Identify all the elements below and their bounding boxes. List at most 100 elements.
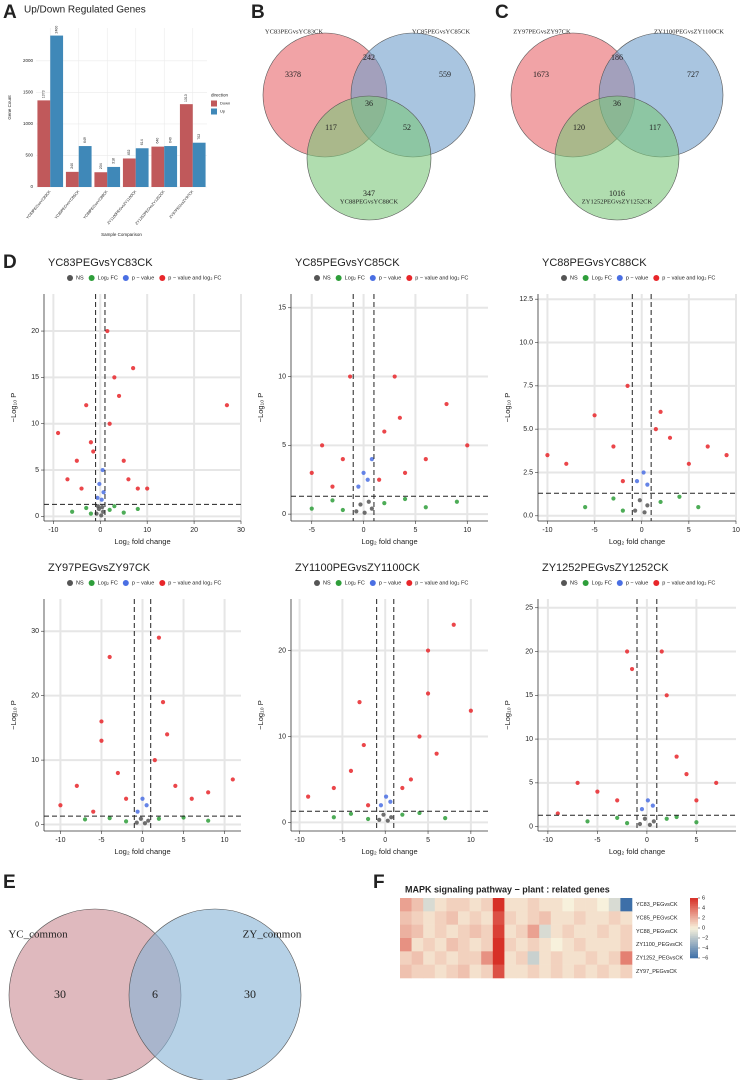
legend-marker — [561, 275, 567, 281]
point — [642, 510, 647, 515]
colorbar-segment — [690, 954, 698, 957]
heatmap-cell — [400, 951, 412, 965]
x-tick-label: 0 — [362, 527, 366, 534]
point — [381, 812, 386, 817]
heatmap-cell — [527, 898, 540, 912]
colorbar-segment — [690, 916, 698, 919]
y-tick-label: 5 — [529, 780, 533, 787]
heatmap-cell — [458, 951, 470, 965]
heatmap-cell — [492, 964, 505, 979]
heatmap-cell — [527, 938, 540, 952]
heatmap-cell — [597, 924, 610, 939]
point — [101, 490, 106, 495]
colorbar-segment — [690, 956, 698, 959]
legend-marker — [159, 580, 166, 586]
bar — [151, 146, 165, 187]
heatmap-cell — [539, 924, 552, 939]
point — [659, 649, 664, 654]
heatmap-cell — [516, 924, 528, 939]
legend-marker — [653, 580, 660, 586]
point — [637, 821, 643, 827]
bar — [164, 146, 178, 187]
colorbar-segment — [690, 914, 698, 917]
point — [366, 499, 371, 504]
point — [100, 505, 105, 510]
point — [95, 504, 101, 509]
colorbar-label: −6 — [702, 955, 708, 961]
point — [425, 691, 431, 696]
heatmap-cell — [608, 911, 621, 925]
venn-set — [306, 95, 432, 221]
point — [664, 816, 669, 821]
value-label: 640 — [156, 138, 160, 144]
region-count: 559 — [439, 70, 451, 79]
bar — [135, 148, 149, 187]
colorbar-segment — [690, 938, 698, 941]
colorbar-segment — [690, 898, 698, 901]
point — [625, 649, 630, 654]
legend-swatch — [211, 100, 217, 107]
point — [694, 820, 699, 825]
point — [107, 421, 112, 426]
y-tick-label: 15 — [525, 692, 533, 699]
legend-label: NS — [570, 275, 578, 281]
x-tick-label: 10 — [463, 527, 471, 534]
colorbar-segment — [690, 928, 698, 931]
chart-title: YC85PEGvsYC85CK — [295, 257, 400, 269]
heatmap-cell — [469, 951, 482, 965]
legend-marker — [406, 580, 413, 586]
heatmap-cell — [562, 911, 575, 925]
point — [639, 807, 645, 812]
point — [369, 506, 374, 511]
point — [97, 481, 102, 487]
point — [555, 811, 560, 816]
heatmap-cell — [620, 924, 633, 939]
region-count: 120 — [573, 123, 585, 132]
x-tick-label: 10 — [143, 527, 151, 534]
heatmap-cell — [492, 924, 505, 939]
x-tick-label: -10 — [55, 837, 65, 844]
x-tick-label: 5 — [426, 837, 430, 844]
point — [611, 444, 616, 449]
x-tick-label: 10 — [467, 837, 475, 844]
heatmap-cell — [539, 911, 552, 925]
heatmap-cell — [458, 938, 470, 952]
colorbar-segment — [690, 918, 698, 921]
chart-title: ZY1252PEGvsZY1252CK — [542, 562, 669, 574]
point — [664, 693, 669, 698]
y-tick-label: 0 — [30, 184, 33, 189]
heatmap-cell — [620, 911, 633, 925]
value-label: 649 — [169, 137, 173, 143]
point — [611, 496, 616, 501]
heatmap-cell — [434, 938, 447, 952]
colorbar-segment — [690, 924, 698, 927]
heatmap-cell — [585, 924, 598, 939]
value-label: 649 — [83, 137, 87, 143]
value-label: 452 — [127, 150, 131, 156]
point — [156, 816, 162, 821]
point — [99, 738, 104, 743]
bar — [122, 158, 136, 187]
value-label: 614 — [140, 139, 144, 145]
y-tick-label: 20 — [525, 648, 533, 655]
heatmap-cell — [469, 911, 482, 925]
point — [107, 654, 112, 660]
region-count: 30 — [244, 987, 256, 1001]
heatmap-cell — [608, 898, 621, 912]
x-tick-label: -5 — [309, 527, 315, 534]
colorbar-segment — [690, 940, 698, 943]
y-tick-label: 1000 — [23, 121, 34, 126]
point — [468, 708, 473, 713]
legend-marker — [369, 275, 376, 281]
point — [417, 734, 422, 739]
point — [135, 809, 140, 814]
heatmap-cell — [492, 898, 505, 912]
heatmap-cell — [620, 964, 633, 979]
point — [658, 409, 663, 414]
value-label: 702 — [197, 134, 201, 140]
point — [402, 496, 408, 502]
point — [382, 501, 387, 506]
legend-marker — [335, 275, 342, 281]
heatmap-cell — [597, 951, 610, 965]
region-count: 117 — [325, 123, 337, 132]
